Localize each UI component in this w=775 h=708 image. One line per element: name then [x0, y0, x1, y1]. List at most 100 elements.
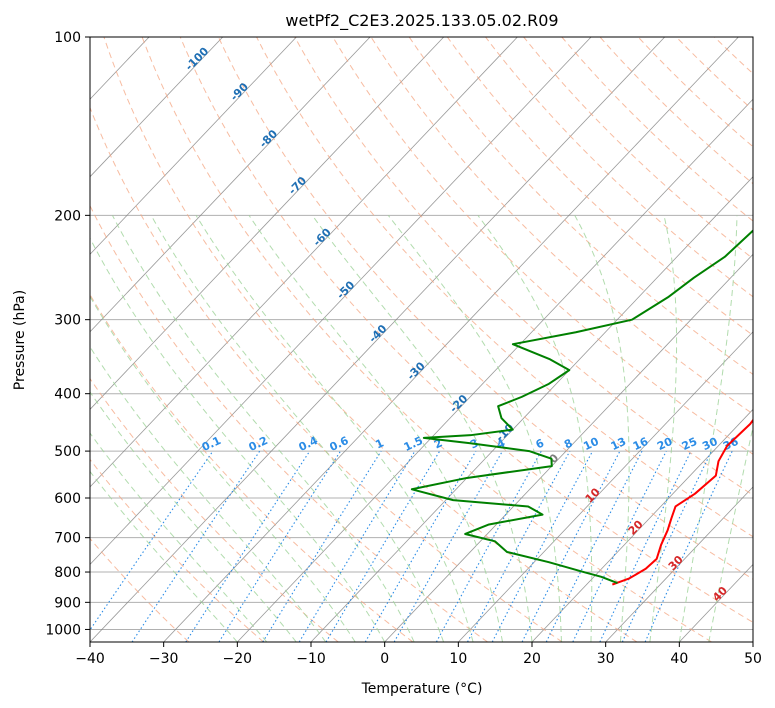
dry-adiabat-label: -20 — [447, 392, 470, 415]
y-tick-label: 300 — [54, 313, 81, 329]
dry-adiabat-line — [90, 458, 264, 642]
dry-adiabat-line — [523, 37, 753, 260]
mixing-ratio-line — [393, 450, 503, 642]
moist-adiabat-line — [90, 391, 297, 642]
isotherm-line — [90, 37, 224, 178]
dry-adiabat-line — [561, 37, 753, 222]
moist-adiabat-line — [708, 424, 753, 642]
dry-adiabat-line — [370, 37, 753, 415]
dry-adiabat-line — [217, 37, 753, 580]
isotherm-line — [458, 331, 753, 642]
mixing-ratio-line — [131, 450, 261, 642]
mixing-ratio-line — [262, 450, 382, 642]
x-tick-label: −30 — [149, 651, 179, 667]
x-tick-label: −40 — [75, 651, 105, 667]
isotherm-line — [90, 37, 518, 488]
mixing-ratio-label: 30 — [700, 435, 720, 453]
mixing-ratio-label: 10 — [581, 435, 601, 453]
y-tick-label: 200 — [54, 208, 81, 224]
x-axis-label: Temperature (°C) — [361, 681, 483, 697]
mixing-ratio-label: 1 — [373, 436, 385, 451]
mixing-ratio-line — [572, 450, 667, 642]
mixing-ratio-line — [185, 450, 311, 642]
x-tick-label: 0 — [380, 651, 389, 667]
isotherm-line — [237, 98, 753, 642]
x-tick-label: 50 — [744, 651, 762, 667]
dry-adiabat-label: -50 — [334, 278, 357, 301]
temperature-line — [611, 418, 753, 586]
moist-adiabat-label: 40 — [710, 584, 730, 604]
mixing-ratio-line — [644, 450, 733, 642]
profile-lines — [410, 229, 753, 586]
moist-adiabat-line — [678, 215, 738, 642]
mixing-ratio-label: 13 — [609, 435, 628, 453]
dry-adiabat-label: -70 — [286, 174, 309, 197]
y-tick-label: 100 — [54, 30, 81, 46]
isotherm-line — [605, 486, 753, 642]
moist-adiabat-line — [248, 215, 504, 642]
moist-adiabat-line — [311, 215, 533, 642]
dry-adiabat-label: -100 — [183, 44, 212, 73]
isotherm-line — [163, 37, 739, 642]
mixing-ratio-label: 16 — [631, 435, 651, 453]
y-tick-label: 500 — [54, 444, 81, 460]
isotherm-line — [0, 37, 2, 642]
mixing-ratio-line — [298, 450, 416, 642]
dry-adiabat-line — [485, 37, 753, 298]
dewpoint-line — [410, 229, 753, 584]
axes: −40 −30 −20 −10 0 10 20 30 40 50 100 200 300 400 500 60… — [45, 30, 762, 667]
dry-adiabat-line — [141, 37, 712, 642]
plot-frame — [89, 36, 754, 643]
moist-adiabat-line — [90, 295, 356, 642]
dry-adiabat-line — [90, 293, 414, 642]
mixing-ratio-line — [218, 450, 342, 642]
x-tick-label: −20 — [223, 651, 253, 667]
isotherm-line — [90, 37, 666, 642]
dry-adiabat-line — [446, 37, 753, 336]
isotherm-line — [384, 253, 753, 642]
y-axis-label: Pressure (hPa) — [12, 290, 28, 390]
moist-adiabat-line — [477, 215, 593, 642]
y-tick-label: 800 — [54, 565, 81, 581]
isotherm-line — [531, 408, 753, 642]
chart-title: wetPf2_C2E3.2025.133.05.02.R09 — [285, 11, 558, 31]
moist-adiabat-line — [90, 346, 327, 642]
moist-adiabat-line — [387, 215, 562, 642]
y-tick-label: 400 — [54, 387, 81, 403]
dry-adiabat-line — [408, 37, 753, 375]
mixing-ratio-line — [467, 450, 571, 642]
mixing-ratio-line — [325, 450, 441, 642]
isotherm-line — [90, 37, 371, 333]
isotherm-line — [90, 37, 445, 410]
dry-adiabat-line — [90, 537, 190, 642]
moist-adiabat-line — [90, 470, 238, 642]
moist-adiabat-line — [574, 215, 630, 642]
dry-adiabat-label: -80 — [257, 127, 280, 150]
moist-adiabat-label: 20 — [626, 517, 646, 537]
mixing-ratio-line — [90, 450, 214, 631]
y-tick-label: 1000 — [45, 622, 81, 638]
isotherm-line — [752, 641, 753, 642]
x-tick-label: 40 — [670, 651, 688, 667]
dry-adiabat-line — [294, 37, 753, 496]
moist-adiabat-line — [150, 215, 445, 642]
x-tick-label: 10 — [449, 651, 467, 667]
moist-adiabat-line — [90, 237, 386, 642]
dry-adiabat-line — [332, 37, 753, 455]
x-tick-label: 30 — [597, 651, 615, 667]
moist-adiabat-line — [649, 215, 678, 642]
dry-adiabat-label: -90 — [228, 80, 251, 103]
isotherm-line — [90, 37, 297, 255]
moist-adiabat-line — [195, 215, 474, 642]
dry-adiabat-label: -40 — [366, 322, 389, 345]
y-tick-label: 700 — [54, 531, 81, 547]
mixing-ratio-line — [435, 450, 542, 642]
mixing-ratio-label: 20 — [655, 435, 675, 453]
mixing-ratio-label: 6 — [534, 436, 547, 451]
isotherm-line — [90, 37, 592, 566]
dry-adiabat-label: -60 — [311, 226, 334, 249]
mixing-ratio-line — [545, 450, 643, 642]
dry-adiabat-line — [752, 37, 753, 39]
y-tick-label: 600 — [54, 491, 81, 507]
dry-adiabat-line — [90, 204, 488, 642]
